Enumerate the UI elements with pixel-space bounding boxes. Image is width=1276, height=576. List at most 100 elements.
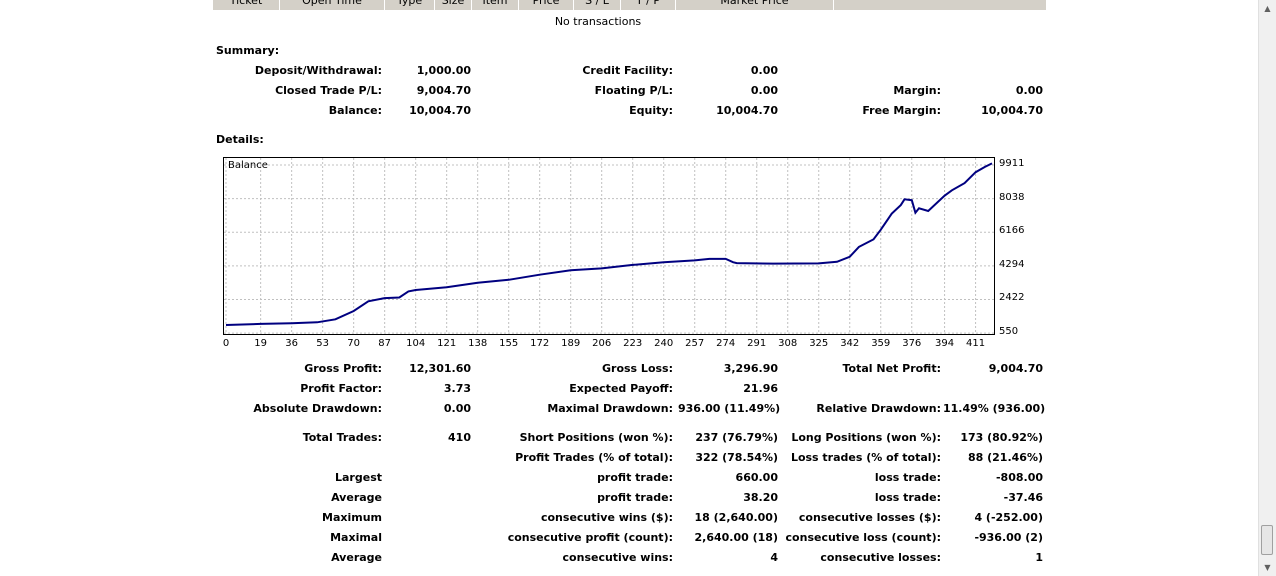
- col-item[interactable]: Item: [472, 0, 519, 10]
- short-positions-label: Short Positions (won %):: [473, 431, 673, 445]
- profit-factor-label: Profit Factor:: [182, 382, 382, 396]
- expected-payoff-label: Expected Payoff:: [473, 382, 673, 396]
- x-tick-label: 87: [370, 338, 400, 349]
- gross-profit-label: Gross Profit:: [182, 362, 382, 376]
- margin-value: 0.00: [943, 84, 1043, 98]
- largest-label: Largest: [182, 471, 382, 485]
- x-tick-label: 257: [680, 338, 710, 349]
- col-sl[interactable]: S / L: [574, 0, 621, 10]
- x-tick-label: 411: [961, 338, 991, 349]
- y-tick-label: 8038: [999, 192, 1024, 203]
- x-tick-label: 155: [494, 338, 524, 349]
- loss-trades-value: 88 (21.46%): [943, 451, 1043, 465]
- expected-payoff-value: 21.96: [678, 382, 778, 396]
- x-tick-label: 240: [649, 338, 679, 349]
- col-empty[interactable]: [834, 0, 1046, 10]
- average-label: Average: [182, 491, 382, 505]
- loss-trades-label: Loss trades (% of total):: [741, 451, 941, 465]
- largest-loss-label: loss trade:: [741, 471, 941, 485]
- max-consecutive-wins-label: consecutive wins ($):: [473, 511, 673, 525]
- relative-drawdown-value: 11.49% (936.00): [943, 402, 1043, 416]
- balance-line: [226, 163, 992, 325]
- y-tick-label: 550: [999, 326, 1018, 337]
- x-tick-label: 121: [432, 338, 462, 349]
- total-trades-label: Total Trades:: [182, 431, 382, 445]
- total-net-profit-value: 9,004.70: [943, 362, 1043, 376]
- max-consecutive-losses-value: 4 (-252.00): [943, 511, 1043, 525]
- details-heading: Details:: [216, 133, 264, 147]
- credit-label: Credit Facility:: [473, 64, 673, 78]
- x-tick-label: 104: [401, 338, 431, 349]
- x-tick-label: 70: [339, 338, 369, 349]
- closed-pl-value: 9,004.70: [371, 84, 471, 98]
- max-consecutive-losses-label: consecutive losses ($):: [741, 511, 941, 525]
- x-tick-label: 291: [742, 338, 772, 349]
- average-loss-label: loss trade:: [741, 491, 941, 505]
- absolute-drawdown-value: 0.00: [371, 402, 471, 416]
- vertical-scrollbar[interactable]: ▲ ▼: [1258, 0, 1276, 576]
- long-positions-label: Long Positions (won %):: [741, 431, 941, 445]
- free-margin-label: Free Margin:: [741, 104, 941, 118]
- x-tick-label: 36: [277, 338, 307, 349]
- avg-consecutive-wins-label: consecutive wins:: [473, 551, 673, 565]
- avg-consecutive-losses-label: consecutive losses:: [741, 551, 941, 565]
- average-profit-label: profit trade:: [473, 491, 673, 505]
- balance-chart-svg: [224, 158, 994, 334]
- deposit-label: Deposit/Withdrawal:: [182, 64, 382, 78]
- balance-value: 10,004.70: [371, 104, 471, 118]
- relative-drawdown-label: Relative Drawdown:: [741, 402, 941, 416]
- x-tick-label: 138: [463, 338, 493, 349]
- col-market-price[interactable]: Market Price: [676, 0, 834, 10]
- maximal-consecutive-loss-value: -936.00 (2): [943, 531, 1043, 545]
- free-margin-value: 10,004.70: [943, 104, 1043, 118]
- col-ticket[interactable]: Ticket: [213, 0, 280, 10]
- x-tick-label: 189: [556, 338, 586, 349]
- avg-consecutive-losses-value: 1: [943, 551, 1043, 565]
- scroll-up-arrow-icon[interactable]: ▲: [1259, 0, 1276, 17]
- y-tick-label: 2422: [999, 292, 1024, 303]
- no-transactions-text: No transactions: [213, 15, 983, 28]
- col-type[interactable]: Type: [385, 0, 435, 10]
- col-tp[interactable]: T / P: [621, 0, 676, 10]
- average-loss-value: -37.46: [943, 491, 1043, 505]
- floating-pl-label: Floating P/L:: [473, 84, 673, 98]
- profit-trades-label: Profit Trades (% of total):: [473, 451, 673, 465]
- gross-loss-label: Gross Loss:: [473, 362, 673, 376]
- col-size[interactable]: Size: [435, 0, 472, 10]
- x-tick-label: 274: [711, 338, 741, 349]
- x-tick-label: 172: [525, 338, 555, 349]
- scroll-down-arrow-icon[interactable]: ▼: [1259, 559, 1276, 576]
- largest-loss-value: -808.00: [943, 471, 1043, 485]
- total-net-profit-label: Total Net Profit:: [741, 362, 941, 376]
- maximal-consecutive-profit-label: consecutive profit (count):: [473, 531, 673, 545]
- y-tick-label: 6166: [999, 225, 1024, 236]
- credit-value: 0.00: [678, 64, 778, 78]
- x-tick-label: 53: [308, 338, 338, 349]
- x-tick-label: 394: [930, 338, 960, 349]
- scrollbar-thumb[interactable]: [1261, 525, 1273, 555]
- gross-profit-value: 12,301.60: [371, 362, 471, 376]
- x-tick-label: 0: [211, 338, 241, 349]
- y-tick-label: 4294: [999, 259, 1024, 270]
- long-positions-value: 173 (80.92%): [943, 431, 1043, 445]
- col-open-time[interactable]: Open Time: [280, 0, 385, 10]
- maximal-drawdown-label: Maximal Drawdown:: [473, 402, 673, 416]
- summary-heading: Summary:: [216, 44, 279, 58]
- x-tick-label: 223: [618, 338, 648, 349]
- absolute-drawdown-label: Absolute Drawdown:: [182, 402, 382, 416]
- y-tick-label: 9911: [999, 158, 1024, 169]
- x-tick-label: 376: [897, 338, 927, 349]
- x-tick-label: 325: [804, 338, 834, 349]
- profit-factor-value: 3.73: [371, 382, 471, 396]
- margin-label: Margin:: [741, 84, 941, 98]
- balance-label: Balance:: [182, 104, 382, 118]
- maximal-consecutive-loss-label: consecutive loss (count):: [741, 531, 941, 545]
- total-trades-value: 410: [371, 431, 471, 445]
- x-tick-label: 342: [835, 338, 865, 349]
- transactions-table-header: Ticket Open Time Type Size Item Price S …: [213, 0, 1046, 10]
- col-price[interactable]: Price: [519, 0, 574, 10]
- balance-chart: Balance: [223, 157, 995, 335]
- average-consecutive-label: Average: [182, 551, 382, 565]
- maximum-label: Maximum: [182, 511, 382, 525]
- deposit-value: 1,000.00: [371, 64, 471, 78]
